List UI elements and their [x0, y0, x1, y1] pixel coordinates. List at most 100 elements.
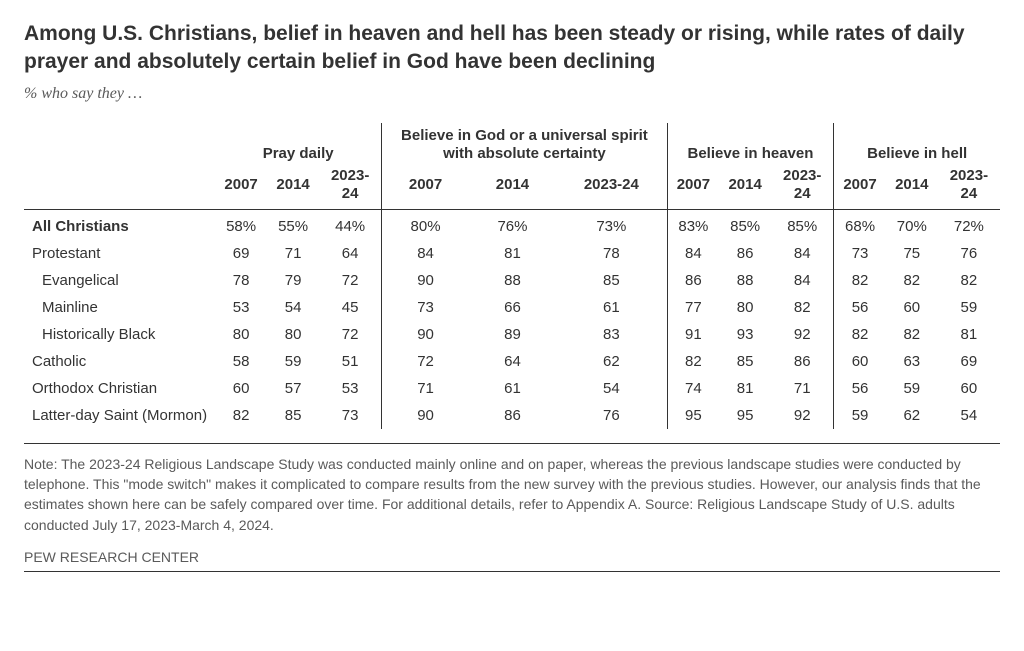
cell-value: 80	[719, 294, 771, 321]
cell-value: 85	[556, 267, 667, 294]
cell-value: 54	[556, 375, 667, 402]
year-header: 2014	[886, 165, 938, 210]
cell-value: 84	[667, 240, 719, 267]
group-header: Pray daily	[215, 123, 382, 165]
cell-value: 82	[834, 321, 886, 348]
cell-value: 89	[469, 321, 556, 348]
cell-value: 88	[469, 267, 556, 294]
cell-value: 71	[771, 375, 834, 402]
table-row: Mainline535445736661778082566059	[24, 294, 1000, 321]
table-row: All Christians58%55%44%80%76%73%83%85%85…	[24, 209, 1000, 240]
cell-value: 78	[556, 240, 667, 267]
cell-value: 78	[215, 267, 267, 294]
row-label: Historically Black	[24, 321, 215, 348]
cell-value: 76	[938, 240, 1000, 267]
cell-value: 84	[771, 267, 834, 294]
cell-value: 84	[771, 240, 834, 267]
cell-value: 80	[267, 321, 319, 348]
table-row: Protestant697164848178848684737576	[24, 240, 1000, 267]
cell-value: 72%	[938, 209, 1000, 240]
year-header: 2014	[267, 165, 319, 210]
year-header-row: 2007 2014 2023-24 2007 2014 2023-24 2007…	[24, 165, 1000, 210]
cell-value: 81	[938, 321, 1000, 348]
year-header: 2023-24	[938, 165, 1000, 210]
cell-value: 83%	[667, 209, 719, 240]
year-header: 2023-24	[319, 165, 382, 210]
cell-value: 62	[556, 348, 667, 375]
cell-value: 71	[382, 375, 469, 402]
cell-value: 85	[267, 402, 319, 429]
cell-value: 56	[834, 375, 886, 402]
cell-value: 59	[886, 375, 938, 402]
table-row: Latter-day Saint (Mormon)828573908676959…	[24, 402, 1000, 429]
cell-value: 60	[886, 294, 938, 321]
cell-value: 72	[319, 321, 382, 348]
group-header: Believe in heaven	[667, 123, 834, 165]
subtitle: % who say they …	[24, 85, 1000, 103]
cell-value: 53	[215, 294, 267, 321]
cell-value: 61	[556, 294, 667, 321]
cell-value: 85	[719, 348, 771, 375]
cell-value: 73	[319, 402, 382, 429]
cell-value: 53	[319, 375, 382, 402]
cell-value: 79	[267, 267, 319, 294]
cell-value: 82	[215, 402, 267, 429]
table-row: Catholic585951726462828586606369	[24, 348, 1000, 375]
group-header: Believe in hell	[834, 123, 1000, 165]
cell-value: 60	[834, 348, 886, 375]
cell-value: 81	[469, 240, 556, 267]
cell-value: 71	[267, 240, 319, 267]
year-header: 2007	[215, 165, 267, 210]
group-header: Believe in God or a universal spirit wit…	[382, 123, 667, 165]
cell-value: 82	[886, 321, 938, 348]
cell-value: 69	[215, 240, 267, 267]
row-label: All Christians	[24, 209, 215, 240]
cell-value: 63	[886, 348, 938, 375]
cell-value: 82	[771, 294, 834, 321]
cell-value: 55%	[267, 209, 319, 240]
cell-value: 84	[382, 240, 469, 267]
cell-value: 64	[319, 240, 382, 267]
year-header: 2014	[469, 165, 556, 210]
cell-value: 80	[215, 321, 267, 348]
cell-value: 82	[667, 348, 719, 375]
row-label: Mainline	[24, 294, 215, 321]
cell-value: 92	[771, 402, 834, 429]
cell-value: 76%	[469, 209, 556, 240]
page-title: Among U.S. Christians, belief in heaven …	[24, 20, 1000, 77]
cell-value: 83	[556, 321, 667, 348]
cell-value: 77	[667, 294, 719, 321]
cell-value: 81	[719, 375, 771, 402]
year-header: 2007	[667, 165, 719, 210]
year-header: 2007	[834, 165, 886, 210]
cell-value: 73%	[556, 209, 667, 240]
cell-value: 54	[938, 402, 1000, 429]
cell-value: 86	[469, 402, 556, 429]
cell-value: 51	[319, 348, 382, 375]
cell-value: 68%	[834, 209, 886, 240]
cell-value: 72	[382, 348, 469, 375]
cell-value: 86	[771, 348, 834, 375]
cell-value: 85%	[719, 209, 771, 240]
table-row: Orthodox Christian6057537161547481715659…	[24, 375, 1000, 402]
cell-value: 57	[267, 375, 319, 402]
cell-value: 64	[469, 348, 556, 375]
cell-value: 86	[719, 240, 771, 267]
year-header: 2023-24	[771, 165, 834, 210]
cell-value: 45	[319, 294, 382, 321]
cell-value: 72	[319, 267, 382, 294]
cell-value: 95	[667, 402, 719, 429]
year-header: 2007	[382, 165, 469, 210]
cell-value: 86	[667, 267, 719, 294]
cell-value: 61	[469, 375, 556, 402]
footer-brand: PEW RESEARCH CENTER	[24, 549, 1000, 572]
year-header: 2023-24	[556, 165, 667, 210]
cell-value: 60	[215, 375, 267, 402]
cell-value: 66	[469, 294, 556, 321]
cell-value: 44%	[319, 209, 382, 240]
row-label: Catholic	[24, 348, 215, 375]
cell-value: 70%	[886, 209, 938, 240]
cell-value: 73	[382, 294, 469, 321]
row-label: Protestant	[24, 240, 215, 267]
table-row: Evangelical787972908885868884828282	[24, 267, 1000, 294]
